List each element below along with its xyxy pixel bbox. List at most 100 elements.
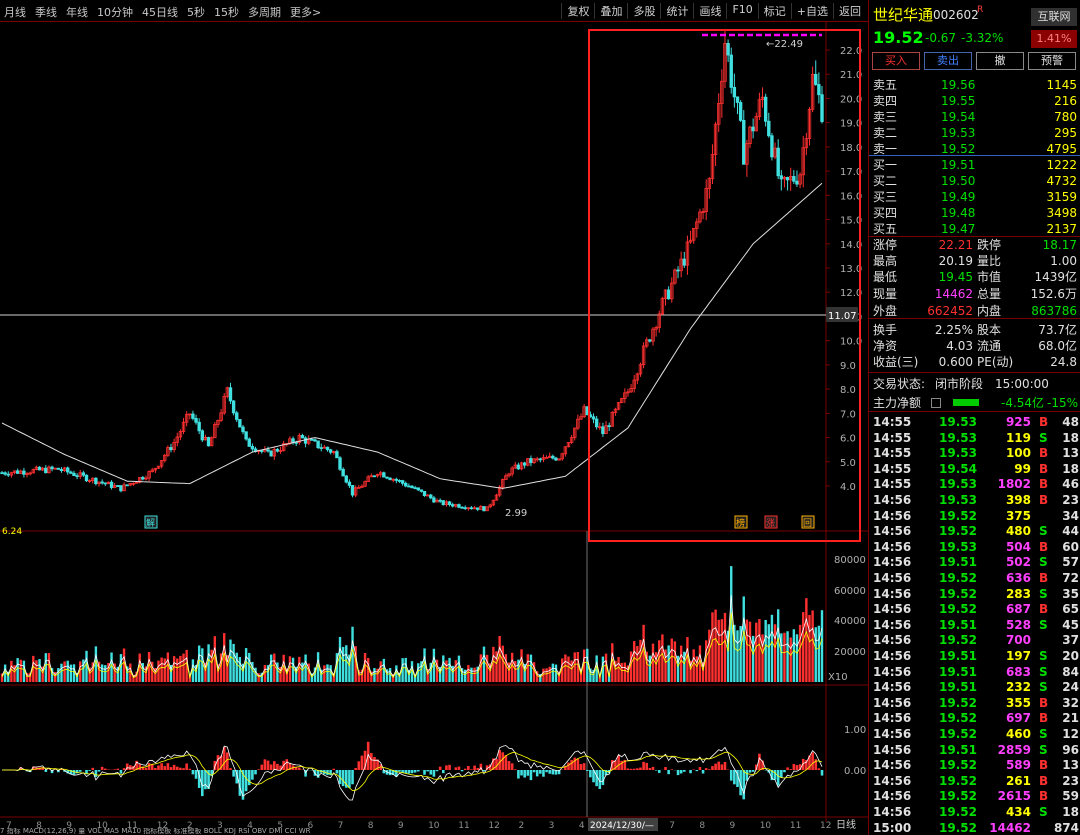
period-tab-4[interactable]: 45日线 <box>142 6 178 19</box>
volume-bar <box>676 655 680 682</box>
macd-bar <box>714 763 717 770</box>
tool-button-4[interactable]: 画线 <box>693 3 726 19</box>
macd-bar <box>495 758 498 770</box>
flow-toggle-icon[interactable] <box>931 398 941 408</box>
candle-body <box>798 174 802 185</box>
quote-row: 最高 20.19 量比 1.00 <box>869 253 1080 269</box>
volume-bar <box>805 598 808 682</box>
candle-body <box>40 467 45 471</box>
macd-bar <box>285 759 289 770</box>
candle-body <box>497 486 502 496</box>
macd-bar <box>75 770 79 774</box>
period-tab-3[interactable]: 10分钟 <box>97 6 133 19</box>
macd-bar <box>485 765 489 770</box>
tick-time: 14:56 <box>873 508 912 523</box>
tick-price: 19.52 <box>939 820 977 835</box>
kline-chart[interactable]: 22.0 21.0 20.0 19.0 18.0 17.0 16.0 15.0 14.0 13.0… <box>0 22 868 835</box>
event-marker[interactable] <box>734 515 748 529</box>
candle-body <box>529 458 533 464</box>
macd-bar <box>463 768 467 770</box>
source-pct: 1.41% <box>1031 30 1077 48</box>
period-tab-5[interactable]: 5秒 <box>187 6 205 19</box>
tick-volume: 700 <box>1005 633 1031 648</box>
tick-price: 19.53 <box>939 477 977 492</box>
macd-bar <box>648 768 652 770</box>
high-price-label: ←22.49 <box>766 39 803 50</box>
tool-button-3[interactable]: 统计 <box>660 3 693 19</box>
date-box <box>588 818 658 831</box>
candle-body <box>579 416 583 420</box>
macd-bar <box>232 770 235 777</box>
tick-row: 14:56 19.51 197 S 20 <box>869 648 1080 664</box>
candle-body <box>513 464 517 469</box>
macd-bar <box>279 765 282 770</box>
period-tab-1[interactable]: 季线 <box>35 6 57 19</box>
candle-body <box>303 437 308 444</box>
macd-bar <box>492 758 495 770</box>
period-label[interactable]: 日线 <box>836 818 856 831</box>
macd-bar <box>720 764 724 770</box>
tick-price: 19.52 <box>939 571 977 585</box>
tick-side: S <box>1039 430 1048 445</box>
cancel-button[interactable]: 撤 <box>976 52 1024 70</box>
x-tick-label: 11 <box>458 821 469 831</box>
tool-button-0[interactable]: 复权 <box>561 3 594 19</box>
quote-label: 换手 <box>873 323 898 337</box>
volume-bar <box>626 665 630 682</box>
volume-bar <box>13 665 16 682</box>
volume-tick-label: 60000 <box>834 586 866 597</box>
quote-value: 863786 <box>1031 304 1077 318</box>
candle-body <box>228 387 233 402</box>
indicator-text: 7 指标 MACD(12,26,9) 量 VOL MA5 MA10 指标模板 标… <box>0 828 311 835</box>
alert-button[interactable]: 预警 <box>1028 52 1076 70</box>
macd-bar <box>160 763 163 770</box>
tick-time: 14:56 <box>873 680 912 695</box>
sell-button[interactable]: 卖出 <box>924 52 972 70</box>
period-tab-6[interactable]: 15秒 <box>214 6 239 19</box>
volume-bar <box>41 666 44 682</box>
macd-bar <box>376 759 379 770</box>
volume-bar <box>654 652 658 682</box>
tick-price: 19.52 <box>939 711 977 726</box>
volume-bar <box>122 648 126 682</box>
tool-button-1[interactable]: 叠加 <box>594 3 627 19</box>
macd-bar <box>163 766 167 770</box>
status-value: 闭市阶段 <box>935 377 984 391</box>
x-tick-label: 2 <box>519 821 525 831</box>
event-marker[interactable] <box>801 515 815 529</box>
tool-button-6[interactable]: 标记 <box>757 3 791 19</box>
candle-body <box>594 418 599 428</box>
candle-body <box>670 282 674 300</box>
tick-row: 14:56 19.51 528 S 45 <box>869 617 1080 633</box>
volume-bar <box>172 656 176 682</box>
candle-body <box>663 289 668 299</box>
macd-bar <box>207 770 210 790</box>
period-tab-8[interactable]: 更多> <box>290 6 322 19</box>
macd-bar <box>373 756 376 770</box>
event-marker[interactable] <box>144 515 158 529</box>
buy-button[interactable]: 买入 <box>872 52 920 70</box>
macd-bar <box>639 767 642 770</box>
event-marker[interactable] <box>764 515 778 529</box>
tick-side: S <box>1039 617 1048 632</box>
tool-button-5[interactable]: F10 <box>726 3 757 19</box>
macd-bar <box>78 770 82 772</box>
macd-bar <box>498 750 501 770</box>
tool-button-2[interactable]: 多股 <box>627 3 660 19</box>
period-tab-2[interactable]: 年线 <box>66 6 88 19</box>
tick-row: 14:56 19.53 504 B 60 <box>869 539 1080 555</box>
tool-button-7[interactable]: +自选 <box>790 3 833 19</box>
order-volume: 2137 <box>1046 222 1077 236</box>
tool-button-8[interactable]: 返回 <box>833 3 866 19</box>
macd-bar <box>667 770 670 775</box>
quote-value: 19.45 <box>938 270 973 284</box>
source-button[interactable]: 互联网 <box>1031 8 1077 26</box>
tick-volume: 480 <box>1005 524 1031 539</box>
period-tab-0[interactable]: 月线 <box>4 6 26 19</box>
tick-count: 96 <box>1062 742 1079 757</box>
macd-bar <box>391 770 395 776</box>
macd-bar <box>188 768 192 770</box>
period-tab-7[interactable]: 多周期 <box>248 6 281 19</box>
volume-bar <box>60 663 63 682</box>
tick-volume: 687 <box>1005 602 1031 617</box>
